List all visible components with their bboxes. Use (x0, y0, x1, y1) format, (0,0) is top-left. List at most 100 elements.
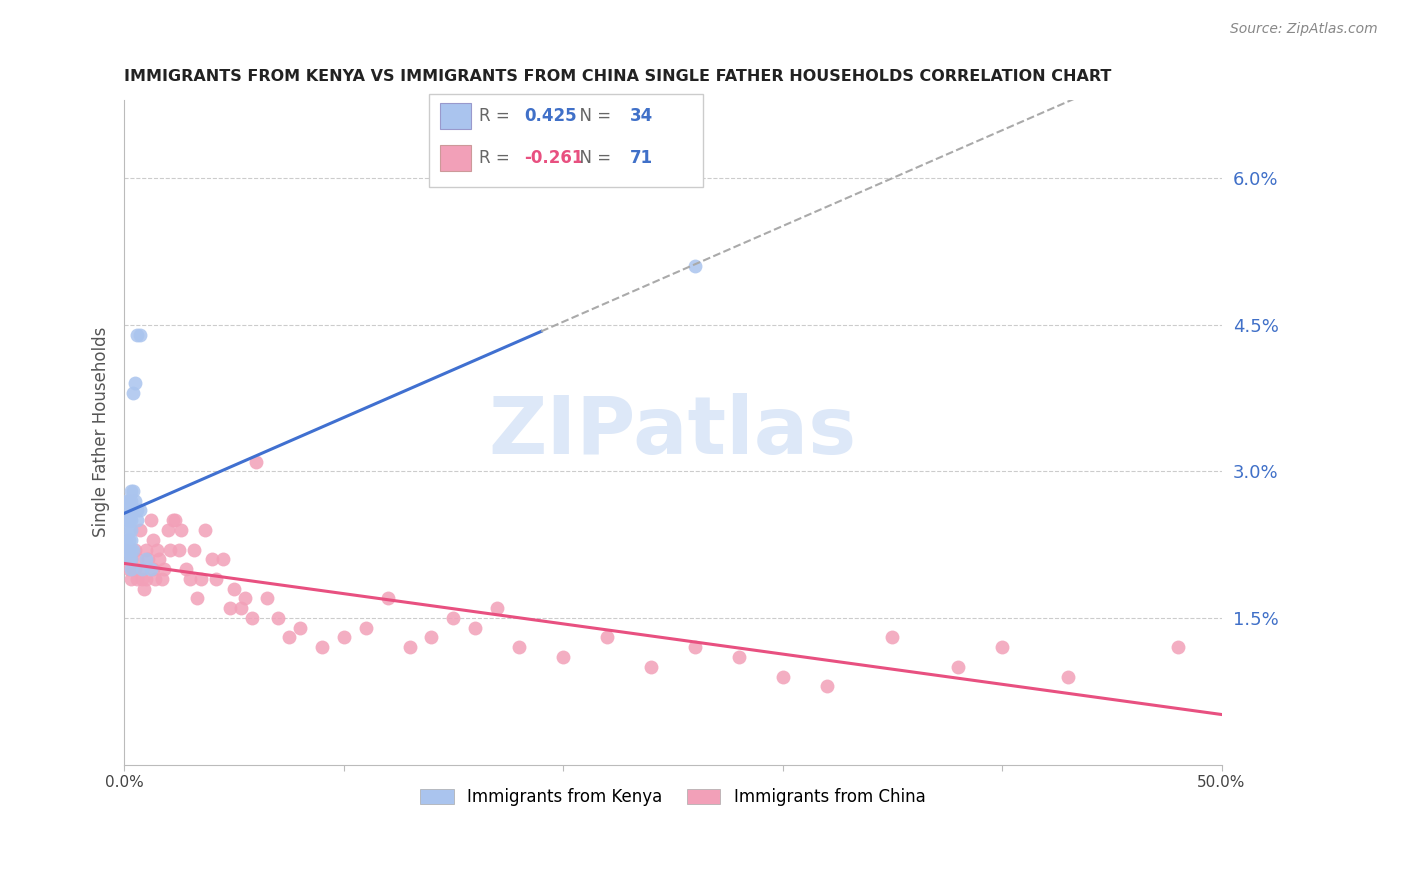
Point (229, 601, 252, 615)
Point (311, 640, 333, 655)
Point (167, 542, 190, 557)
Point (991, 640, 1014, 655)
Point (120, 513, 142, 527)
Point (148, 552, 170, 566)
Point (420, 631, 443, 645)
Point (139, 562, 162, 576)
Point (115, 493, 138, 508)
Point (194, 523, 217, 537)
Point (882, 631, 904, 645)
Point (222, 582, 245, 596)
Point (143, 572, 166, 586)
Point (131, 562, 153, 576)
Point (245, 454, 267, 468)
Text: Source: ZipAtlas.com: Source: ZipAtlas.com (1230, 22, 1378, 37)
Point (124, 493, 146, 508)
Point (120, 562, 142, 576)
Point (508, 640, 530, 655)
Point (120, 523, 142, 537)
Point (131, 572, 153, 586)
Point (190, 572, 212, 586)
Point (163, 513, 186, 527)
Text: 0.425: 0.425 (524, 107, 576, 125)
Point (142, 562, 165, 576)
Point (128, 503, 150, 517)
Point (815, 679, 838, 693)
Point (117, 503, 139, 517)
Point (117, 493, 139, 508)
Point (683, 640, 706, 655)
Text: N =: N = (569, 107, 617, 125)
Point (122, 542, 145, 557)
Point (174, 562, 197, 576)
Point (288, 621, 311, 635)
Text: ZIPatlas: ZIPatlas (489, 393, 858, 471)
Point (377, 591, 399, 606)
Point (183, 542, 205, 557)
Point (212, 552, 235, 566)
Point (233, 591, 256, 606)
Point (127, 513, 149, 527)
Point (120, 552, 142, 566)
Point (127, 327, 149, 342)
Point (277, 631, 299, 645)
Point (132, 582, 155, 596)
Point (117, 513, 139, 527)
Point (553, 650, 575, 665)
Text: N =: N = (569, 149, 617, 167)
Text: 71: 71 (630, 149, 652, 167)
Point (127, 503, 149, 517)
Point (486, 601, 509, 615)
Point (152, 562, 174, 576)
Point (256, 591, 278, 606)
Point (159, 542, 181, 557)
Point (115, 533, 138, 547)
Point (441, 611, 464, 625)
Point (464, 621, 486, 635)
Point (727, 650, 749, 665)
Point (135, 542, 157, 557)
Point (117, 533, 139, 547)
Text: R =: R = (479, 149, 516, 167)
Point (683, 259, 706, 273)
Text: IMMIGRANTS FROM KENYA VS IMMIGRANTS FROM CHINA SINGLE FATHER HOUSEHOLDS CORRELAT: IMMIGRANTS FROM KENYA VS IMMIGRANTS FROM… (124, 69, 1112, 84)
Point (122, 562, 145, 576)
Text: 34: 34 (630, 107, 654, 125)
Point (267, 611, 290, 625)
Point (122, 386, 145, 401)
Point (120, 542, 142, 557)
Point (146, 542, 169, 557)
Point (142, 533, 165, 547)
Point (354, 621, 377, 635)
Point (138, 552, 160, 566)
Point (170, 523, 193, 537)
Point (117, 562, 139, 576)
Point (131, 562, 153, 576)
Point (186, 591, 208, 606)
Point (120, 552, 142, 566)
Point (124, 562, 146, 576)
Point (122, 483, 145, 498)
Point (117, 542, 139, 557)
Point (124, 376, 146, 391)
Point (772, 669, 794, 683)
Point (205, 572, 228, 586)
Point (946, 660, 969, 674)
Point (139, 513, 162, 527)
Point (115, 542, 138, 557)
Point (135, 572, 157, 586)
Point (1057, 669, 1080, 683)
Point (115, 513, 138, 527)
Point (128, 523, 150, 537)
Point (120, 572, 142, 586)
Point (150, 572, 173, 586)
Point (115, 542, 138, 557)
Point (117, 552, 139, 566)
Point (218, 601, 240, 615)
Point (127, 572, 149, 586)
Point (240, 611, 263, 625)
Point (127, 552, 149, 566)
Point (117, 523, 139, 537)
Point (120, 483, 142, 498)
Text: -0.261: -0.261 (524, 149, 583, 167)
